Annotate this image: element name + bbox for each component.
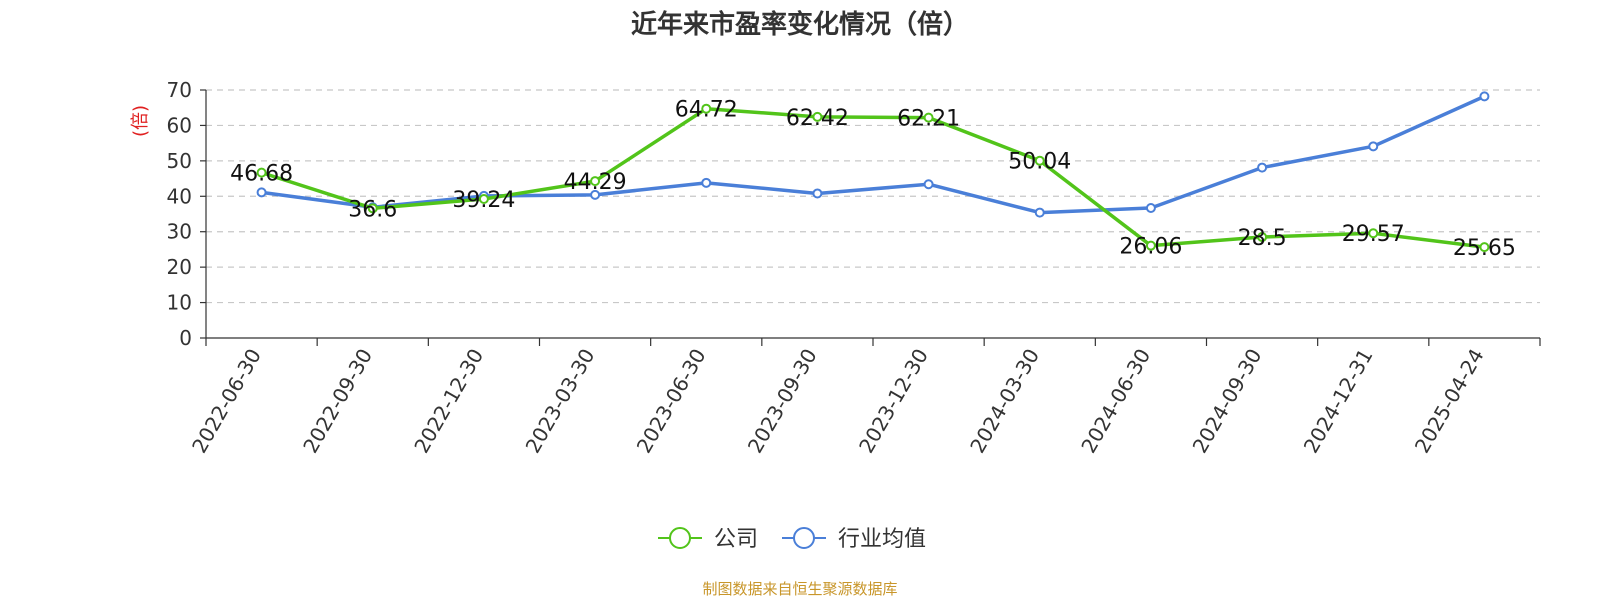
y-tick-label: 70 — [167, 78, 192, 102]
point-industry-average — [1145, 202, 1156, 213]
point-company — [590, 176, 601, 187]
data-label-company: 29.57 — [1342, 222, 1405, 247]
data-label-company: 64.72 — [675, 98, 738, 123]
y-tick-label: 10 — [167, 291, 192, 315]
series-line-industry-average — [261, 94, 1486, 215]
point-company — [701, 103, 712, 114]
data-labels: 46.68 36.6 39.24 44.29 64.72 62.42 62.21 50.04 2… — [230, 98, 1516, 261]
data-label-company: 39.24 — [452, 188, 515, 213]
gridlines — [206, 89, 1540, 304]
source-note: 制图数据来自恒生聚源数据库 — [702, 580, 898, 598]
x-tick-label: 2024-09-30 — [1188, 345, 1267, 458]
y-tick-label: 30 — [167, 220, 192, 244]
data-label-company: 46.68 — [230, 162, 293, 187]
x-tick-label: 2024-06-30 — [1076, 345, 1155, 458]
point-industry-average — [701, 177, 712, 188]
y-tick-label: 40 — [167, 184, 192, 208]
data-label-company: 62.21 — [897, 107, 960, 132]
y-tick-label: 20 — [167, 255, 192, 279]
point-company — [923, 112, 934, 123]
x-tick-label: 2022-12-30 — [409, 344, 488, 457]
series-line-company — [261, 106, 1485, 249]
point-industry-average — [590, 189, 601, 200]
x-tick-label: 2023-12-30 — [854, 344, 933, 457]
point-industry-average — [1034, 207, 1045, 218]
point-industry-average — [923, 179, 934, 190]
legend: 公司 行业均值 — [658, 527, 926, 552]
data-label-company: 28.5 — [1238, 226, 1287, 251]
data-label-company: 26.06 — [1119, 235, 1182, 260]
point-company — [1145, 240, 1156, 251]
y-tick-label: 50 — [167, 149, 192, 173]
point-industry-average — [812, 188, 823, 199]
legend-industry-average-label: 行业均值 — [838, 527, 926, 552]
point-company — [256, 167, 267, 178]
point-company — [478, 193, 489, 204]
point-industry-average — [1479, 91, 1490, 102]
x-tick-label: 2023-03-30 — [521, 345, 600, 458]
x-tick-label: 2023-06-30 — [632, 345, 711, 458]
point-industry-average — [1257, 162, 1268, 173]
x-tick-label: 2024-03-30 — [965, 345, 1044, 458]
y-axis-label: (倍) — [130, 105, 151, 137]
point-company — [367, 203, 378, 214]
legend-company-label: 公司 — [714, 527, 758, 552]
point-industry-average — [256, 187, 267, 198]
y-tick-label: 60 — [167, 113, 192, 137]
y-tick-label: 0 — [179, 326, 192, 350]
legend-item-industry-average[interactable]: 行业均值 — [782, 527, 926, 552]
data-label-company: 44.29 — [564, 170, 627, 195]
point-company — [1034, 155, 1045, 166]
data-label-company: 50.04 — [1008, 150, 1071, 175]
point-industry-average — [1368, 141, 1379, 152]
x-tick-label: 2025-04-24 — [1410, 345, 1489, 458]
point-company — [1257, 232, 1268, 243]
legend-company-marker — [669, 527, 691, 549]
x-tick-label: 2024-12-31 — [1299, 345, 1378, 458]
data-label-company: 62.42 — [786, 106, 849, 131]
data-label-company: 36.6 — [348, 197, 397, 222]
point-company — [1368, 228, 1379, 239]
point-company — [1479, 242, 1490, 253]
x-tick-label: 2022-09-30 — [298, 345, 377, 458]
data-label-company: 25.65 — [1453, 236, 1516, 261]
x-tick-label: 2023-09-30 — [743, 345, 822, 458]
legend-item-company[interactable]: 公司 — [658, 527, 758, 552]
x-tick-label: 2022-06-30 — [187, 345, 266, 458]
series — [256, 91, 1490, 253]
legend-industry-average-marker — [793, 527, 815, 549]
chart-title: 近年来市盈率变化情况（倍） — [630, 10, 969, 40]
point-company — [812, 111, 823, 122]
